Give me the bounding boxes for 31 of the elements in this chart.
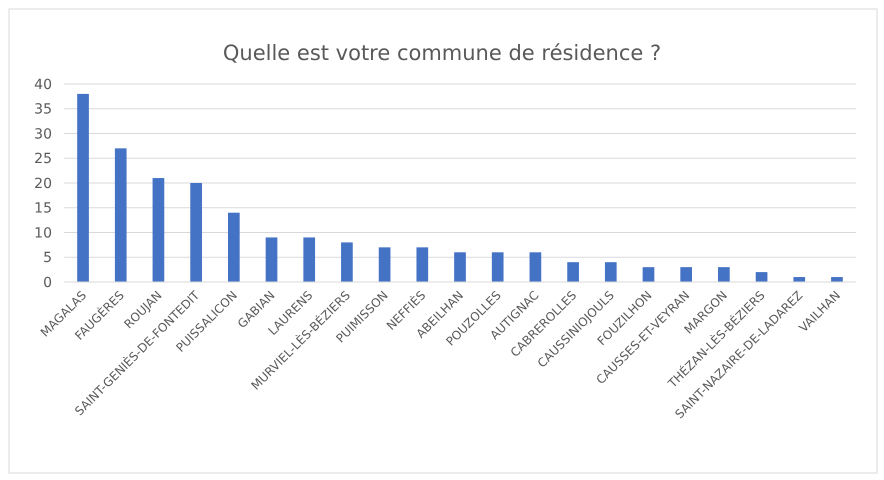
bar (228, 212, 240, 282)
y-tick-label: 15 (34, 200, 52, 217)
bar (680, 267, 692, 282)
bar (492, 252, 504, 282)
bar (454, 252, 466, 282)
bar (642, 267, 654, 282)
y-tick-label: 20 (34, 176, 52, 192)
bar (190, 183, 202, 282)
bar (793, 277, 806, 282)
bar (114, 148, 127, 282)
bar (303, 237, 316, 282)
y-tick-label: 5 (43, 250, 52, 266)
bar (77, 94, 89, 282)
bar (718, 267, 730, 282)
y-tick-label: 0 (43, 274, 52, 291)
y-tick-label: 10 (34, 225, 52, 242)
bar (378, 247, 390, 282)
bar (266, 237, 278, 282)
bar (604, 262, 617, 282)
y-tick-label: 40 (34, 76, 52, 93)
bar (567, 262, 579, 282)
y-tick-label: 25 (34, 151, 52, 168)
y-tick-label: 30 (34, 126, 52, 142)
bar (756, 272, 768, 282)
bar (831, 277, 843, 282)
chart-title: Quelle est votre commune de résidence ? (222, 41, 662, 65)
bar (152, 178, 164, 282)
bar (341, 242, 353, 282)
y-tick-label: 35 (34, 102, 52, 118)
bar (416, 247, 428, 282)
bar (530, 252, 542, 282)
